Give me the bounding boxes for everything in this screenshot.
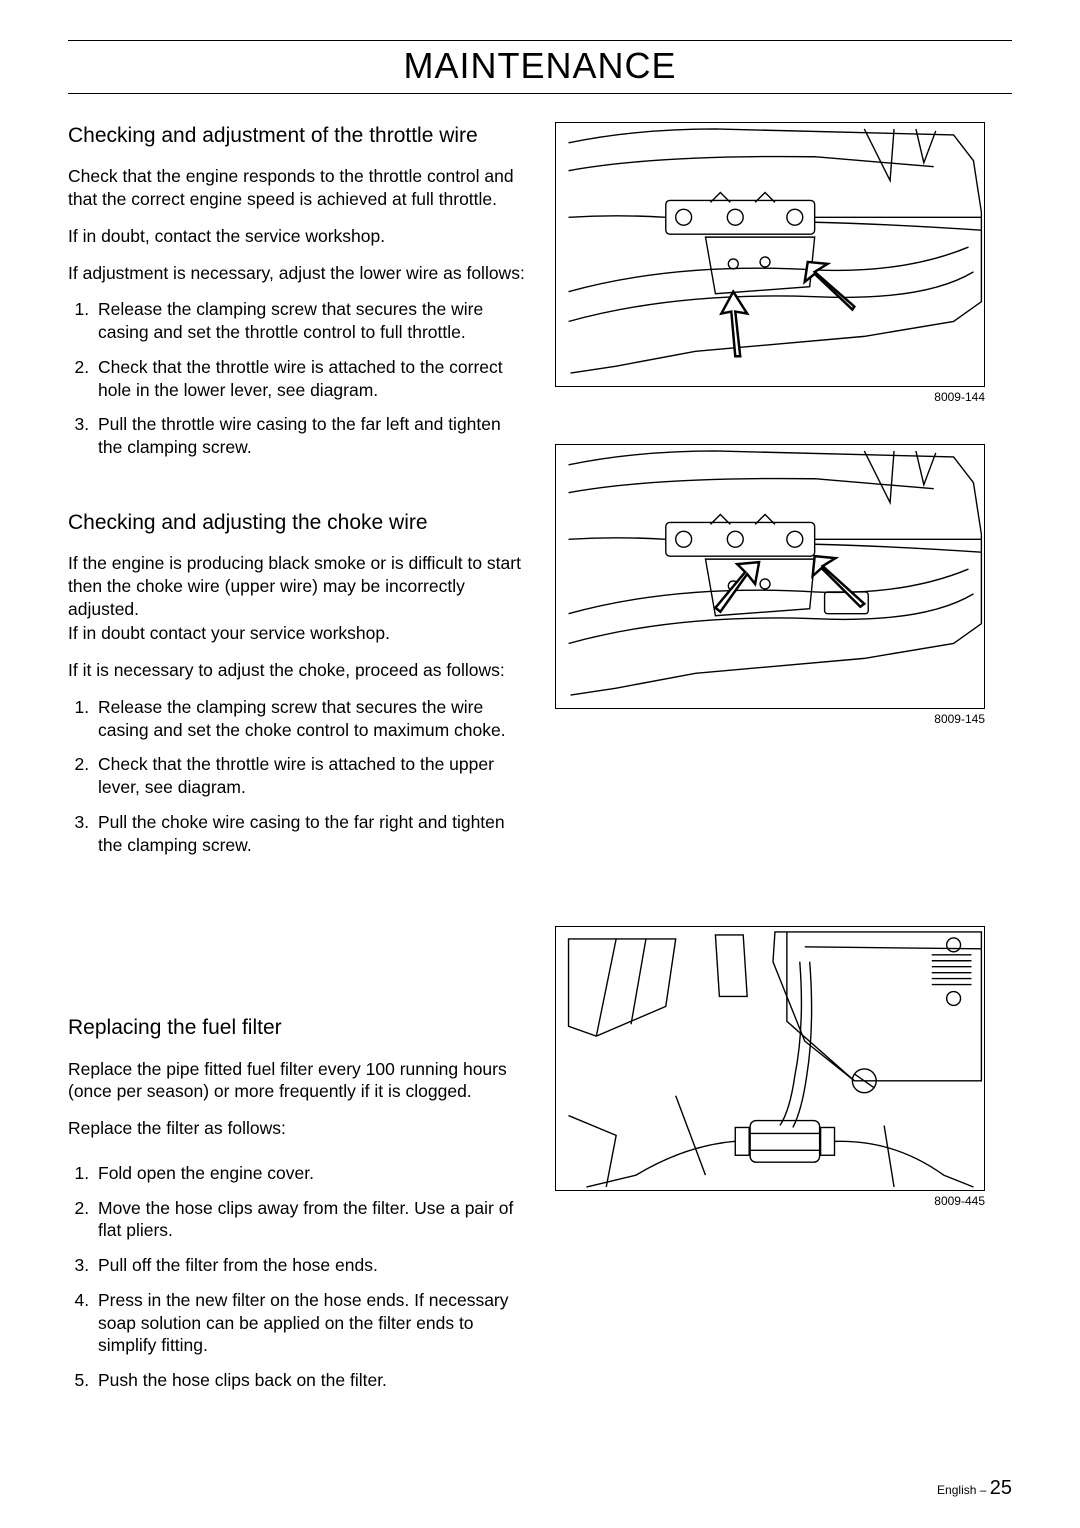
content-columns: Checking and adjustment of the throttle … (68, 122, 1012, 1432)
figure-caption: 8009-445 (555, 1194, 985, 1208)
figure-caption: 8009-144 (555, 390, 985, 404)
paragraph: If the engine is producing black smoke o… (68, 552, 525, 620)
figure-fuel-filter: 8009-445 (555, 926, 1012, 1208)
paragraph: Replace the filter as follows: (68, 1117, 525, 1140)
figure-throttle: 8009-144 (555, 122, 1012, 404)
steps-list: Fold open the engine cover. Move the hos… (68, 1162, 525, 1392)
paragraph: Replace the pipe fitted fuel filter ever… (68, 1058, 525, 1104)
figure-choke: 8009-145 (555, 444, 1012, 726)
choke-diagram (556, 445, 984, 708)
section-title: Checking and adjustment of the throttle … (68, 122, 525, 149)
paragraph: If in doubt contact your service worksho… (68, 622, 525, 645)
page-title: MAINTENANCE (68, 41, 1012, 93)
steps-list: Release the clamping screw that secures … (68, 298, 525, 459)
step-item: Check that the throttle wire is attached… (94, 753, 525, 799)
paragraph: If it is necessary to adjust the choke, … (68, 659, 525, 682)
figure-box (555, 122, 985, 387)
step-item: Release the clamping screw that secures … (94, 298, 525, 344)
section-title: Replacing the fuel filter (68, 1014, 525, 1041)
rule-bottom (68, 93, 1012, 94)
steps-list: Release the clamping screw that secures … (68, 696, 525, 857)
step-item: Fold open the engine cover. (94, 1162, 525, 1185)
right-column: 8009-144 (555, 122, 1012, 1432)
step-item: Pull the choke wire casing to the far ri… (94, 811, 525, 857)
step-item: Pull off the filter from the hose ends. (94, 1254, 525, 1277)
step-item: Push the hose clips back on the filter. (94, 1369, 525, 1392)
fuel-filter-diagram (556, 927, 984, 1190)
page-number: 25 (990, 1477, 1012, 1499)
throttle-diagram (556, 123, 984, 386)
figure-caption: 8009-145 (555, 712, 985, 726)
section-choke-wire: Checking and adjusting the choke wire If… (68, 509, 525, 857)
footer-lang: English – (937, 1483, 990, 1497)
section-fuel-filter: Replacing the fuel filter Replace the pi… (68, 1014, 525, 1392)
section-title: Checking and adjusting the choke wire (68, 509, 525, 536)
section-throttle-wire: Checking and adjustment of the throttle … (68, 122, 525, 459)
step-item: Check that the throttle wire is attached… (94, 356, 525, 402)
step-item: Pull the throttle wire casing to the far… (94, 413, 525, 459)
paragraph: If in doubt, contact the service worksho… (68, 225, 525, 248)
figure-box (555, 444, 985, 709)
step-item: Release the clamping screw that secures … (94, 696, 525, 742)
step-item: Press in the new filter on the hose ends… (94, 1289, 525, 1357)
step-item: Move the hose clips away from the filter… (94, 1197, 525, 1243)
left-column: Checking and adjustment of the throttle … (68, 122, 525, 1432)
figure-box (555, 926, 985, 1191)
paragraph: Check that the engine responds to the th… (68, 165, 525, 211)
paragraph: If adjustment is necessary, adjust the l… (68, 262, 525, 285)
page-footer: English – 25 (937, 1477, 1012, 1500)
